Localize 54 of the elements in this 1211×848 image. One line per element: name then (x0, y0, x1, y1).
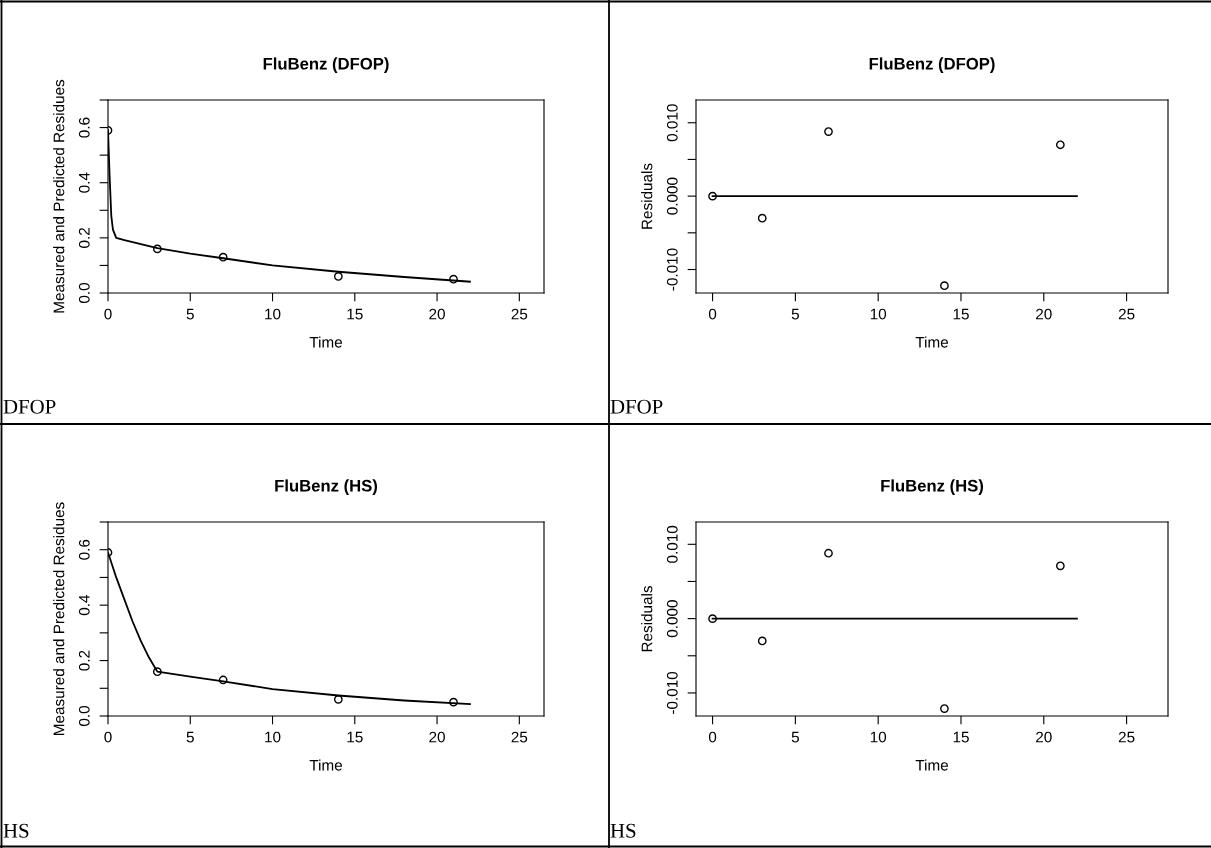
x-tick-label: 15 (347, 731, 363, 743)
chart-title: FluBenz (DFOP) (869, 57, 995, 73)
y-tick-label: 0.0 (78, 282, 90, 304)
chart-title: FluBenz (DFOP) (263, 57, 389, 73)
x-tick-label: 5 (186, 308, 194, 320)
text: DFOP (3, 399, 56, 414)
text: DFOP (610, 399, 663, 414)
x-tick-label: 20 (429, 308, 445, 320)
x-axis-title: Time (309, 336, 343, 348)
y-axis-title: Measured and Predicted Residues (53, 79, 65, 313)
x-tick-label: 5 (186, 731, 194, 743)
x-axis-title: Time (915, 336, 949, 348)
x-tick-label: 0 (708, 731, 717, 743)
y-tick-label: 0.4 (78, 172, 90, 193)
y-tick-label: 0.000 (666, 600, 678, 638)
x-tick-label: 15 (953, 731, 969, 743)
y-axis-title: Residuals (641, 163, 653, 229)
x-tick-label: 10 (870, 308, 887, 320)
y-tick-label: -0.010 (666, 671, 678, 714)
text: HS (610, 823, 636, 838)
x-tick-label: 15 (347, 308, 363, 320)
x-axis-title: Time (915, 759, 949, 771)
y-tick-label: 0.0 (78, 705, 90, 727)
x-tick-label: 20 (1036, 731, 1052, 743)
x-tick-label: 10 (870, 731, 887, 743)
x-tick-label: 10 (265, 731, 281, 743)
x-tick-label: 5 (791, 731, 799, 743)
y-tick-label: 0.6 (78, 539, 90, 560)
y-tick-label: 0.2 (78, 228, 90, 248)
x-tick-label: 25 (1118, 731, 1135, 743)
x-tick-label: 0 (104, 308, 112, 320)
x-tick-label: 0 (708, 308, 717, 320)
y-tick-label: 0.010 (666, 525, 678, 563)
x-tick-label: 10 (265, 308, 281, 320)
x-tick-label: 25 (1118, 308, 1135, 320)
x-tick-label: 20 (1036, 308, 1052, 320)
x-axis-title: Time (309, 759, 343, 771)
x-tick-label: 5 (791, 308, 799, 320)
y-tick-label: -0.010 (666, 248, 678, 291)
x-tick-label: 20 (429, 731, 445, 743)
y-axis-title: Residuals (641, 586, 653, 652)
x-tick-label: 15 (953, 308, 969, 320)
chart-title: FluBenz (HS) (881, 479, 984, 495)
y-tick-label: 0.2 (78, 650, 90, 671)
y-tick-label: 0.000 (666, 177, 678, 215)
x-tick-label: 25 (511, 308, 528, 320)
text: HS (3, 823, 29, 838)
y-tick-label: 0.6 (78, 117, 90, 138)
chart-title: FluBenz (HS) (275, 479, 378, 495)
y-tick-label: 0.010 (666, 104, 678, 142)
y-tick-label: 0.4 (78, 594, 90, 616)
x-tick-label: 0 (104, 731, 112, 743)
y-axis-title: Measured and Predicted Residues (53, 502, 65, 735)
x-tick-label: 25 (511, 731, 528, 743)
